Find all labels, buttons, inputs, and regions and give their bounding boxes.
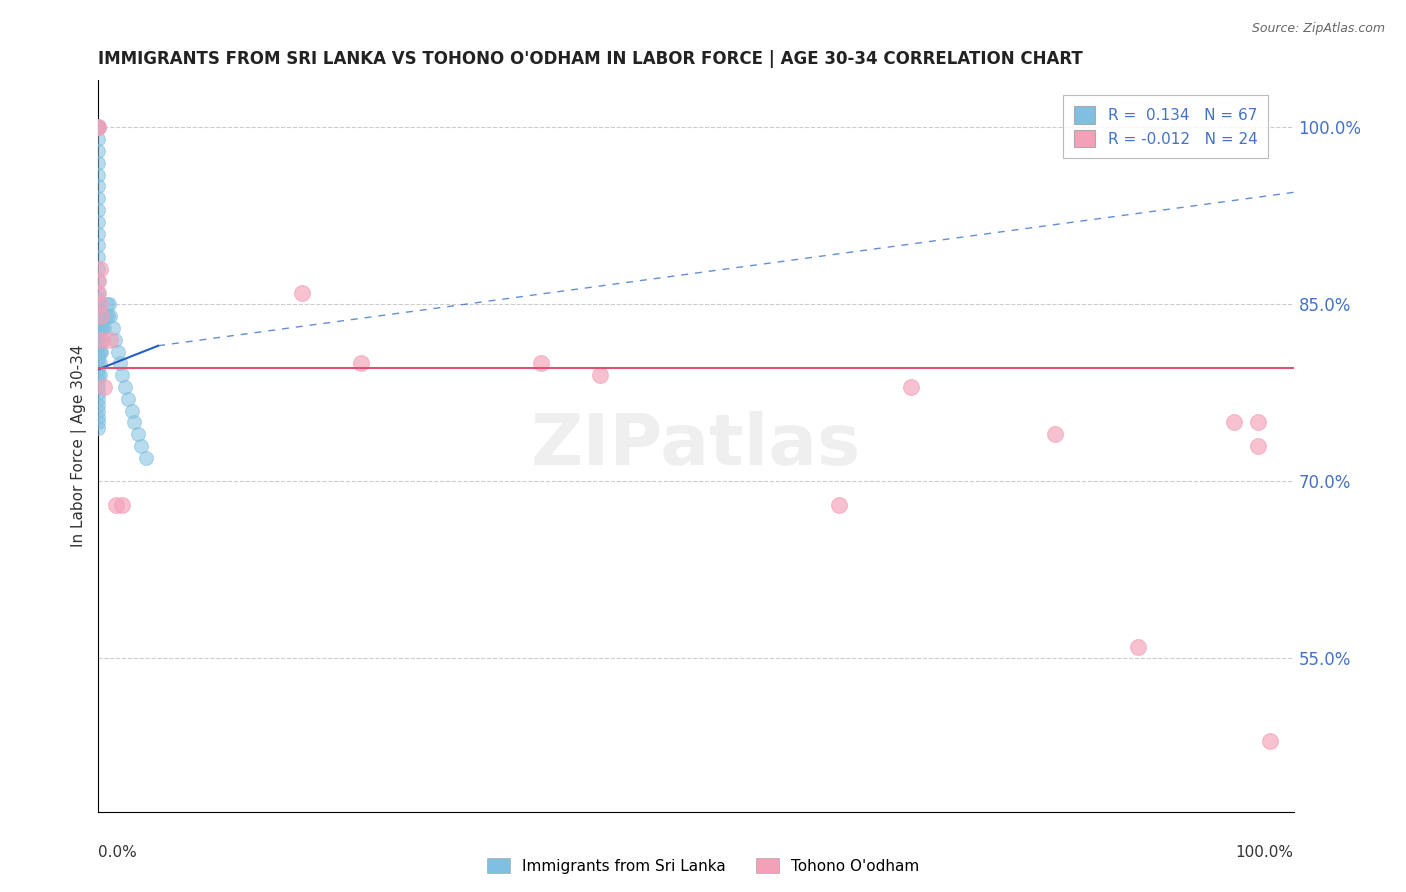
Point [105, 498, 128, 512]
Point [87, 191, 110, 205]
Point [104, 333, 127, 347]
Legend: R =  0.134   N = 67, R = -0.012   N = 24: R = 0.134 N = 67, R = -0.012 N = 24 [1063, 95, 1268, 158]
Point [87, 262, 110, 277]
Point [87, 421, 110, 435]
Point [111, 498, 134, 512]
Point [87, 120, 110, 135]
Point [1043, 427, 1066, 442]
Point [131, 439, 153, 453]
Point [93, 321, 115, 335]
Point [89, 356, 111, 370]
Point [98, 310, 122, 324]
Point [111, 368, 134, 383]
Point [1258, 734, 1281, 748]
Point [87, 274, 110, 288]
Point [87, 179, 110, 194]
Point [89, 344, 111, 359]
Point [114, 380, 136, 394]
Point [89, 333, 111, 347]
Point [90, 344, 112, 359]
Point [91, 321, 114, 335]
Point [89, 368, 111, 383]
Point [1247, 416, 1270, 430]
Point [87, 168, 110, 182]
Point [87, 392, 110, 406]
Point [93, 380, 115, 394]
Point [117, 392, 139, 406]
Text: Source: ZipAtlas.com: Source: ZipAtlas.com [1251, 22, 1385, 36]
Point [87, 215, 110, 229]
Point [87, 356, 110, 370]
Point [96, 297, 118, 311]
Point [87, 303, 110, 318]
Point [87, 285, 110, 300]
Point [87, 374, 110, 388]
Point [98, 333, 122, 347]
Point [124, 416, 146, 430]
Point [87, 380, 110, 394]
Point [530, 356, 553, 370]
Point [1223, 416, 1246, 430]
Point [91, 333, 114, 347]
Point [828, 498, 851, 512]
Point [87, 120, 110, 135]
Point [87, 285, 110, 300]
Point [87, 120, 110, 135]
Point [87, 292, 110, 306]
Text: ZIPatlas: ZIPatlas [531, 411, 860, 481]
Point [900, 380, 922, 394]
Point [89, 297, 111, 311]
Point [127, 427, 149, 442]
Point [350, 356, 373, 370]
Point [89, 321, 111, 335]
Point [91, 310, 114, 324]
Point [108, 356, 131, 370]
Text: 0.0%: 0.0% [98, 845, 138, 860]
Point [87, 326, 110, 341]
Point [87, 409, 110, 424]
Point [87, 398, 110, 412]
Point [90, 310, 112, 324]
Point [87, 344, 110, 359]
Point [87, 202, 110, 217]
Point [97, 310, 120, 324]
Point [87, 339, 110, 353]
Point [1128, 640, 1150, 654]
Point [107, 344, 129, 359]
Legend: Immigrants from Sri Lanka, Tohono O'odham: Immigrants from Sri Lanka, Tohono O'odha… [481, 852, 925, 880]
Point [87, 368, 110, 383]
Text: 100.0%: 100.0% [1236, 845, 1294, 860]
Point [87, 333, 110, 347]
Point [89, 262, 111, 277]
Point [589, 368, 612, 383]
Point [87, 227, 110, 241]
Point [94, 310, 117, 324]
Point [98, 297, 121, 311]
Point [291, 285, 314, 300]
Point [87, 385, 110, 400]
Text: IMMIGRANTS FROM SRI LANKA VS TOHONO O'ODHAM IN LABOR FORCE | AGE 30-34 CORRELATI: IMMIGRANTS FROM SRI LANKA VS TOHONO O'OD… [98, 50, 1083, 68]
Point [135, 450, 157, 465]
Point [87, 315, 110, 329]
Y-axis label: In Labor Force | Age 30-34: In Labor Force | Age 30-34 [72, 344, 87, 548]
Point [121, 403, 143, 417]
Point [87, 351, 110, 365]
Point [87, 120, 110, 135]
Point [87, 274, 110, 288]
Point [87, 297, 110, 311]
Point [87, 310, 110, 324]
Point [101, 321, 124, 335]
Point [87, 416, 110, 430]
Point [87, 362, 110, 376]
Point [90, 333, 112, 347]
Point [87, 132, 110, 146]
Point [87, 403, 110, 417]
Point [87, 238, 110, 252]
Point [87, 321, 110, 335]
Point [1247, 439, 1270, 453]
Point [87, 120, 110, 135]
Point [87, 144, 110, 158]
Point [87, 156, 110, 170]
Point [87, 250, 110, 264]
